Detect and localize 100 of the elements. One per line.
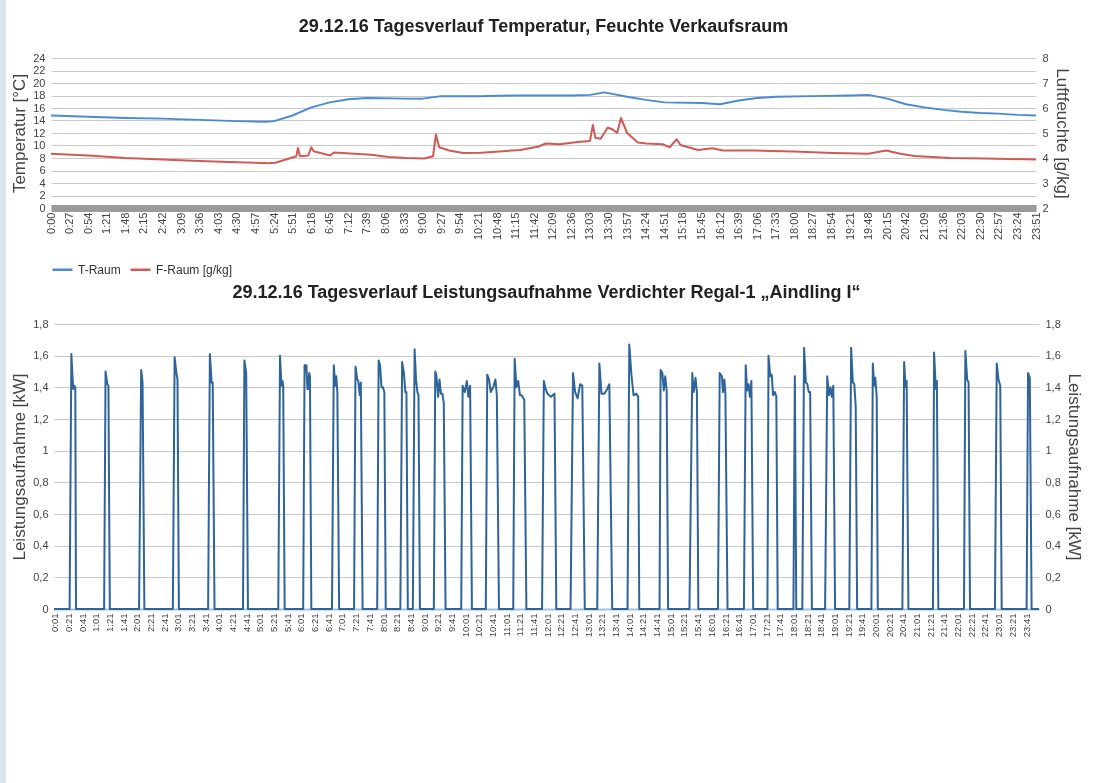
- x-tick-label: 21:01: [911, 613, 923, 638]
- x-tick-label: 2:42: [156, 212, 169, 234]
- x-tick-label: 14:24: [639, 212, 652, 241]
- x-tick-label: 7:21: [350, 613, 362, 632]
- y2-tick-label: 5: [1042, 126, 1049, 139]
- y-tick-label: 12: [33, 126, 46, 139]
- x-tick-label: 11:01: [500, 613, 512, 637]
- y-tick-label: 20: [33, 76, 46, 89]
- x-tick-label: 2:15: [137, 212, 150, 234]
- x-tick-label: 3:21: [185, 613, 197, 632]
- x-tick-label: 9:21: [432, 613, 444, 632]
- x-tick-label: 4:03: [211, 212, 224, 234]
- x-tick-label: 17:41: [774, 613, 786, 638]
- x-tick-label: 6:01: [295, 613, 307, 632]
- x-tick-label: 21:21: [924, 613, 936, 638]
- x-tick-label: 5:51: [286, 212, 299, 234]
- y2-tick-label: 1,2: [1045, 412, 1061, 425]
- x-tick-label: 15:01: [664, 613, 676, 638]
- y2-tick-label: 4: [1042, 151, 1049, 164]
- x-tick-label: 5:24: [267, 212, 280, 234]
- y2-tick-label: 3: [1042, 176, 1049, 189]
- y-tick-label: 8: [39, 151, 46, 164]
- x-tick-label: 23:01: [993, 613, 1005, 638]
- x-tick-label: 12:01: [541, 613, 553, 638]
- x-tick-label: 19:21: [843, 212, 856, 241]
- x-tick-label: 1:41: [117, 613, 129, 632]
- x-tick-label: 18:54: [825, 212, 838, 241]
- x-tick-label: 21:36: [936, 212, 949, 241]
- x-tick-label: 1:48: [118, 212, 131, 234]
- line-series: [50, 117, 1037, 165]
- x-tick-label: 13:03: [583, 212, 596, 241]
- x-tick-label: 18:01: [787, 613, 799, 638]
- x-tick-label: 0:21: [62, 613, 74, 632]
- x-tick-label: 1:21: [100, 212, 113, 234]
- x-tick-label: 16:01: [705, 613, 717, 638]
- x-tick-label: 4:21: [227, 613, 239, 632]
- x-tick-label: 3:01: [172, 613, 184, 632]
- x-tick-label: 6:45: [323, 212, 336, 234]
- x-tick-label: 21:09: [917, 212, 930, 241]
- y-tick-label: 0: [42, 602, 49, 615]
- x-tick-label: 15:21: [678, 613, 690, 638]
- y2-tick-label: 6: [1042, 101, 1049, 114]
- x-tick-label: 12:09: [546, 212, 559, 241]
- y-tick-label: 10: [33, 139, 46, 151]
- x-tick-label: 18:41: [815, 613, 827, 638]
- y2-tick-label: 0,4: [1045, 539, 1061, 552]
- x-tick-label: 15:18: [676, 212, 689, 241]
- x-tick-label: 1:01: [90, 613, 102, 632]
- x-tick-label: 14:21: [637, 613, 649, 638]
- x-tick-label: 22:30: [973, 212, 986, 241]
- x-tick-label: 11:41: [528, 613, 539, 637]
- x-tick-label: 22:03: [955, 212, 968, 241]
- y-tick-label: 4: [39, 176, 46, 189]
- x-tick-label: 13:01: [582, 613, 594, 638]
- x-tick-label: 0:41: [76, 613, 88, 632]
- y-tick-label: 1,8: [33, 317, 49, 330]
- x-tick-label: 5:21: [268, 613, 280, 632]
- x-tick-label: 11:21: [514, 613, 526, 637]
- x-tick-label: 21:41: [938, 613, 950, 638]
- x-tick-label: 4:57: [248, 212, 261, 234]
- x-tick-label: 11:42: [527, 212, 540, 240]
- y-tick-label: 1: [42, 444, 49, 457]
- y-tick-label: 1,4: [33, 380, 49, 393]
- y-tick-label: 0: [39, 201, 46, 214]
- x-tick-label: 19:48: [862, 212, 875, 241]
- x-tick-label: 16:21: [719, 613, 731, 638]
- x-tick-label: 9:01: [418, 613, 430, 632]
- x-tick-label: 1:21: [103, 613, 115, 632]
- x-tick-label: 3:36: [193, 212, 206, 234]
- x-tick-label: 9:41: [445, 613, 457, 632]
- legend-label: F-Raum [g/kg]: [156, 262, 233, 277]
- x-tick-label: 4:30: [230, 212, 243, 234]
- y2-axis-title: Leistungsaufnahme [kW]: [1064, 373, 1084, 561]
- y2-axis-title: Luftfeuchte [g/kg]: [1052, 68, 1072, 199]
- x-tick-label: 14:01: [623, 613, 635, 638]
- y-tick-label: 2: [39, 189, 46, 201]
- x-tick-label: 2:41: [158, 613, 170, 632]
- x-tick-label: 9:27: [434, 212, 447, 234]
- x-tick-label: 0:54: [81, 212, 94, 234]
- y2-tick-label: 7: [1042, 76, 1049, 89]
- y-tick-label: 0,6: [33, 507, 49, 520]
- y-tick-label: 0,4: [33, 539, 49, 552]
- y2-tick-label: 8: [1042, 51, 1049, 64]
- x-tick-label: 13:57: [620, 212, 633, 241]
- x-tick-label: 7:01: [336, 613, 348, 632]
- x-tick-label: 13:30: [602, 212, 615, 241]
- y2-tick-label: 0,2: [1045, 570, 1061, 583]
- x-tick-label: 17:06: [750, 212, 763, 241]
- chart-title: 29.12.16 Tagesverlauf Temperatur, Feuchte Verkaufsraum: [298, 16, 789, 36]
- x-tick-label: 7:12: [341, 212, 354, 234]
- x-tick-label: 6:18: [304, 212, 317, 234]
- y2-tick-label: 2: [1042, 201, 1049, 214]
- x-tick-label: 8:21: [391, 613, 403, 632]
- x-tick-label: 17:33: [769, 212, 782, 241]
- x-tick-label: 8:06: [379, 212, 392, 234]
- x-tick-label: 20:01: [870, 613, 882, 638]
- x-tick-label: 13:41: [610, 613, 622, 638]
- x-tick-label: 0:27: [63, 212, 76, 234]
- y2-tick-label: 0,8: [1045, 475, 1061, 488]
- y-tick-label: 22: [33, 64, 46, 76]
